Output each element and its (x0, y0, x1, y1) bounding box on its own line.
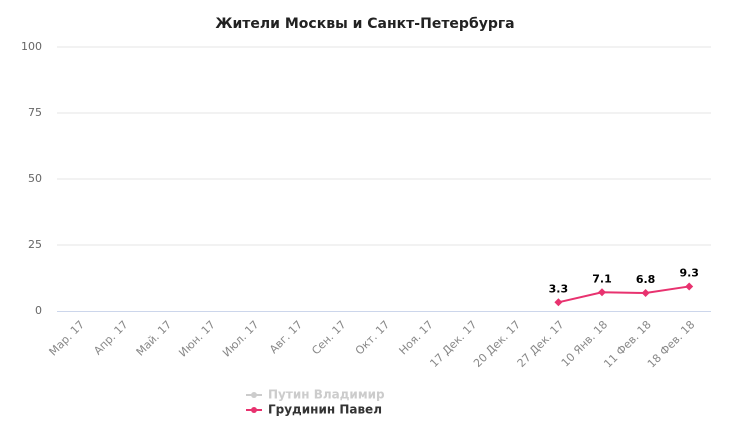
y-tick-label: 25 (28, 238, 42, 251)
x-tick-label: Июл. 17 (220, 318, 261, 359)
data-label: 9.3 (679, 266, 699, 279)
x-tick-label: Авг. 17 (267, 318, 305, 356)
x-tick-label: 27 Дек. 17 (515, 318, 567, 370)
data-label: 3.3 (549, 282, 569, 295)
y-tick-label: 100 (21, 40, 42, 53)
chart-title: Жители Москвы и Санкт-Петербурга (215, 16, 514, 32)
legend-label: Путин Владимир (268, 388, 385, 402)
y-tick-label: 75 (28, 106, 42, 119)
data-label: 7.1 (592, 272, 612, 285)
point-marker (685, 282, 694, 291)
x-tick-label: Ноя. 17 (397, 318, 436, 357)
point-marker (641, 289, 650, 298)
y-tick-label: 0 (35, 304, 42, 317)
x-tick-label: Июн. 17 (176, 318, 217, 359)
legend-label: Грудинин Павел (268, 403, 382, 417)
point-marker (554, 298, 563, 307)
x-tick-label: Май. 17 (134, 318, 175, 359)
x-tick-label: Сен. 17 (309, 318, 348, 357)
data-label: 6.8 (636, 273, 656, 286)
series-line (558, 285, 690, 304)
legend-marker (251, 407, 257, 413)
x-tick-label: Мар. 17 (47, 318, 87, 358)
x-tick-label: Апр. 17 (91, 318, 130, 357)
y-tick-label: 50 (28, 172, 42, 185)
point-marker (598, 288, 606, 297)
legend-marker (251, 392, 257, 398)
x-tick-label: Окт. 17 (353, 318, 392, 357)
x-tick-label: 18 Фев. 18 (645, 318, 697, 370)
